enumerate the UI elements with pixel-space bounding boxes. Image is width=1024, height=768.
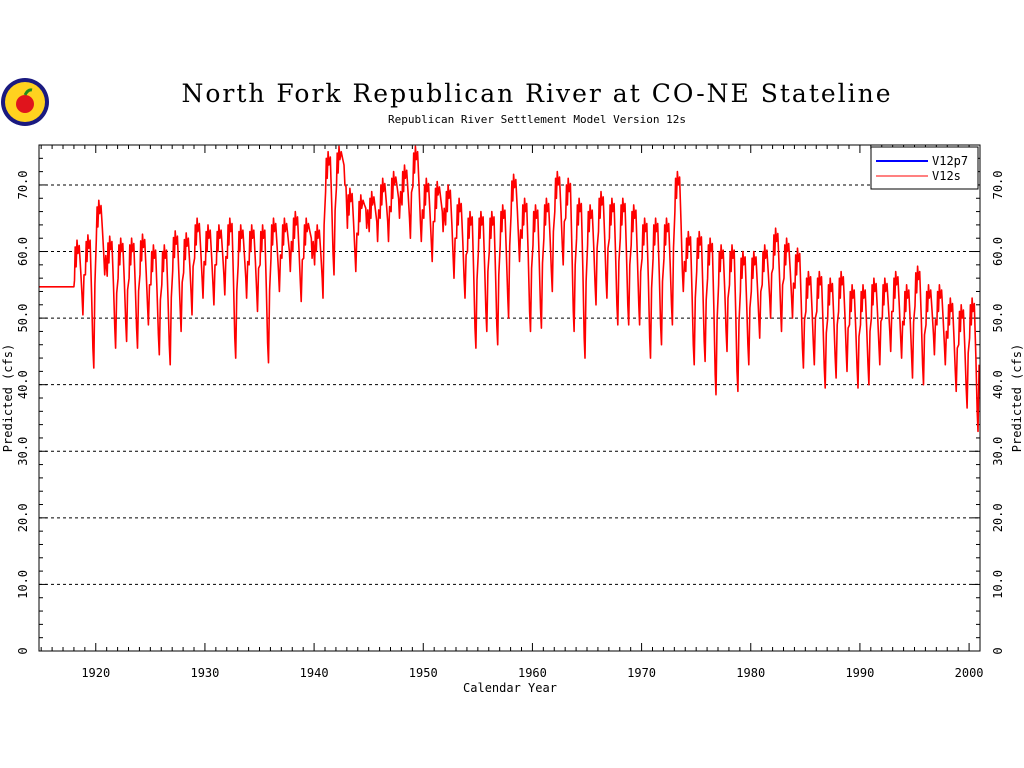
gridlines [39, 184, 980, 585]
x-tick-label: 1940 [300, 666, 329, 680]
y-tick-label-right: 60.0 [991, 237, 1005, 266]
legend-box [870, 146, 979, 190]
y-tick-label-right: 0 [991, 647, 1005, 654]
series-line-v12s [39, 145, 980, 433]
plot-frame [38, 144, 981, 652]
y-axis-label-right: Predicted (cfs) [1010, 344, 1024, 452]
chart-subtitle: Republican River Settlement Model Versio… [388, 113, 686, 126]
x-axis-label: Calendar Year [463, 681, 557, 695]
y-tick-label-right: 70.0 [991, 170, 1005, 199]
y-tick-label-left: 20.0 [16, 503, 30, 532]
y-tick-label-left: 10.0 [16, 570, 30, 599]
x-tick-label: 1930 [190, 666, 219, 680]
legend: V12p7 V12s [870, 146, 979, 190]
chart-title: North Fork Republican River at CO-NE Sta… [181, 79, 892, 108]
legend-label-v12s: V12s [932, 169, 961, 183]
y-tick-label-left: 60.0 [16, 237, 30, 266]
legend-label-v12p7: V12p7 [932, 154, 968, 168]
y-tick-label-right: 50.0 [991, 304, 1005, 333]
y-tick-label-right: 20.0 [991, 503, 1005, 532]
x-tick-label: 1980 [736, 666, 765, 680]
x-tick-label: 1990 [845, 666, 874, 680]
x-tick-label: 2000 [955, 666, 984, 680]
y-tick-label-left: 50.0 [16, 304, 30, 333]
x-tick-label: 1970 [627, 666, 656, 680]
y-tick-label-right: 10.0 [991, 570, 1005, 599]
x-tick-label: 1960 [518, 666, 547, 680]
agency-logo [1, 78, 49, 126]
y-tick-label-left: 70.0 [16, 170, 30, 199]
x-tick-label: 1920 [81, 666, 110, 680]
series-layer [39, 145, 980, 433]
y-tick-label-right: 30.0 [991, 437, 1005, 466]
x-tick-label: 1950 [409, 666, 438, 680]
y-tick-label-right: 40.0 [991, 370, 1005, 399]
y-tick-label-left: 40.0 [16, 370, 30, 399]
y-tick-label-left: 30.0 [16, 437, 30, 466]
y-tick-label-left: 0 [16, 647, 30, 654]
y-axis-label-left: Predicted (cfs) [1, 344, 15, 452]
